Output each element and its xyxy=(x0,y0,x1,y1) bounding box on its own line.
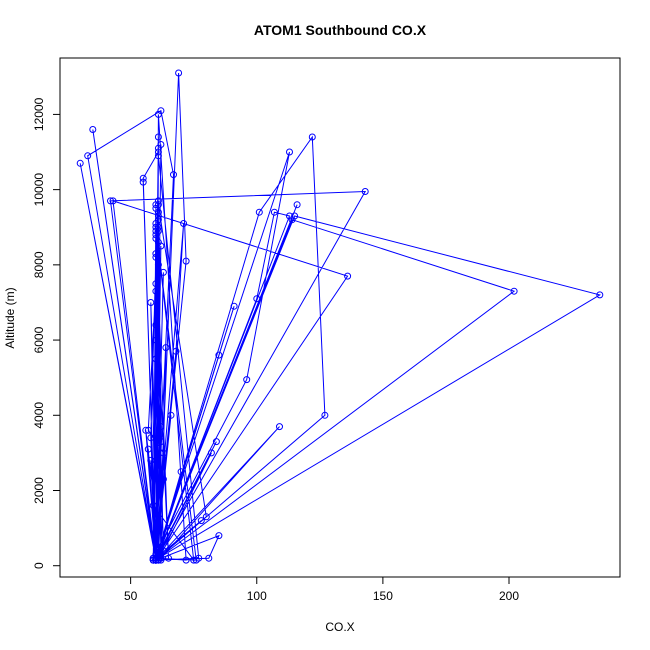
data-point xyxy=(215,351,223,359)
y-tick-label: 8000 xyxy=(32,251,46,278)
data-point xyxy=(195,554,203,562)
x-tick-label: 150 xyxy=(373,589,393,603)
series-line xyxy=(79,72,602,562)
data-point xyxy=(154,212,162,220)
data-point xyxy=(89,126,97,133)
data-point xyxy=(154,238,162,246)
data-point xyxy=(109,197,117,205)
data-point xyxy=(197,517,205,525)
data-point xyxy=(270,208,278,216)
data-point xyxy=(142,426,150,434)
data-point xyxy=(170,171,177,179)
plot-area xyxy=(76,69,604,564)
data-point xyxy=(207,449,215,457)
data-point xyxy=(510,287,518,295)
data-point xyxy=(154,261,162,269)
y-tick-label: 10000 xyxy=(32,173,46,207)
data-point xyxy=(154,223,162,231)
data-point xyxy=(180,220,188,227)
data-point xyxy=(205,554,213,562)
data-point xyxy=(253,295,261,303)
data-point xyxy=(291,212,299,220)
data-point xyxy=(144,426,152,434)
data-point xyxy=(167,411,175,419)
data-point xyxy=(202,513,210,521)
x-tick-label: 50 xyxy=(124,589,138,603)
x-tick-label: 100 xyxy=(247,589,267,603)
data-point xyxy=(293,201,301,209)
data-point xyxy=(147,434,155,442)
data-point xyxy=(159,475,167,483)
y-tick-label: 0 xyxy=(32,562,46,569)
data-point xyxy=(159,268,167,276)
data-point xyxy=(344,272,352,280)
data-point xyxy=(286,148,293,156)
y-tick-label: 2000 xyxy=(32,477,46,504)
data-point xyxy=(152,336,160,344)
data-point xyxy=(230,302,238,310)
data-point xyxy=(157,438,165,446)
y-tick-label: 12000 xyxy=(32,97,46,131)
data-point xyxy=(596,291,604,299)
data-point xyxy=(139,178,147,186)
data-point xyxy=(276,423,283,431)
x-tick-label: 200 xyxy=(499,589,519,603)
data-point xyxy=(361,188,369,195)
data-point xyxy=(177,468,185,476)
data-point xyxy=(255,208,263,216)
y-axis: 0 2000 4000 6000 8000 10000 12000 xyxy=(32,97,60,569)
data-point xyxy=(152,253,160,261)
data-point xyxy=(321,411,329,419)
data-point xyxy=(152,554,160,562)
y-tick-label: 6000 xyxy=(32,326,46,353)
data-point xyxy=(182,556,190,564)
data-point xyxy=(154,148,162,156)
data-point xyxy=(139,174,147,182)
data-point xyxy=(152,355,160,363)
data-point xyxy=(182,257,190,265)
y-axis-label: Altitude (m) xyxy=(3,287,17,348)
data-point xyxy=(157,141,165,148)
data-point xyxy=(144,445,152,453)
x-axis-label: CO.X xyxy=(325,620,354,634)
data-point xyxy=(76,159,84,167)
data-point xyxy=(154,197,162,205)
data-point xyxy=(147,299,155,306)
data-point xyxy=(154,133,162,141)
data-point xyxy=(215,532,223,540)
data-point xyxy=(165,554,172,562)
data-point xyxy=(162,344,170,352)
data-point xyxy=(157,423,165,431)
data-point xyxy=(175,69,183,77)
data-point xyxy=(308,133,316,141)
data-point xyxy=(154,201,162,209)
data-point xyxy=(172,347,180,355)
data-point xyxy=(107,197,114,205)
chart-title: ATOM1 Southbound CO.X xyxy=(254,22,427,38)
data-point xyxy=(152,280,160,288)
data-point xyxy=(147,456,155,464)
data-point xyxy=(154,110,162,118)
data-point xyxy=(152,287,160,295)
data-point xyxy=(152,321,160,329)
data-point xyxy=(159,449,167,457)
plot-frame xyxy=(59,57,621,578)
data-point xyxy=(152,250,160,258)
data-point xyxy=(149,502,157,509)
data-point xyxy=(212,438,220,446)
y-tick-label: 4000 xyxy=(32,402,46,429)
data-point xyxy=(84,152,92,160)
data-point xyxy=(154,152,162,160)
data-point xyxy=(243,376,251,384)
data-point xyxy=(152,556,160,564)
x-axis: 50 100 150 200 xyxy=(124,577,519,603)
data-point xyxy=(154,208,162,216)
data-point xyxy=(154,227,162,235)
